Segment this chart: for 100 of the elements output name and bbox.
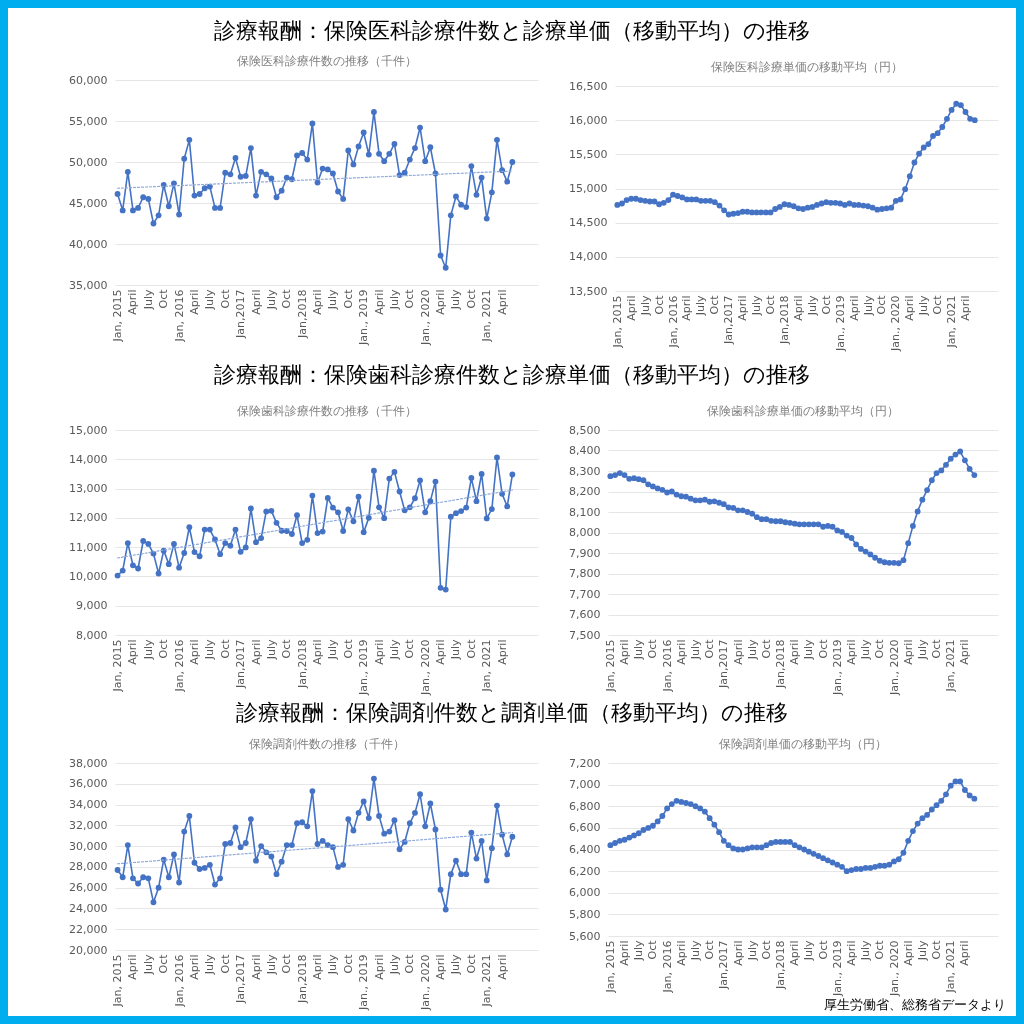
x-tick-label: July xyxy=(745,639,759,661)
x-tick-label: Oct xyxy=(157,638,171,659)
x-tick-label: April xyxy=(731,639,745,665)
x-tick-label: July xyxy=(745,940,759,962)
x-tick-label: Jan,2017 xyxy=(722,295,736,345)
y-tick-label: 32,000 xyxy=(69,818,108,832)
y-tick-label: 8,100 xyxy=(569,505,601,519)
x-tick-label: Jan,2017 xyxy=(234,954,248,1004)
x-tick-label: April xyxy=(434,289,448,315)
x-tick-label: April xyxy=(958,940,972,966)
x-tick-label: July xyxy=(449,954,463,976)
x-tick-label: July xyxy=(141,289,155,311)
x-tick-label: Jan, 2016 xyxy=(172,954,186,1008)
x-tick-label: Jan, 2015 xyxy=(111,639,125,693)
chart-title: 保険医科診療件数の推移（千件） xyxy=(236,54,417,68)
x-tick-label: Oct xyxy=(646,638,660,659)
x-tick-label: April xyxy=(618,639,632,665)
y-tick-label: 36,000 xyxy=(69,777,108,791)
x-tick-label: July xyxy=(632,940,646,962)
x-tick-label: April xyxy=(680,295,694,321)
x-tick-label: July xyxy=(802,639,816,661)
x-tick-label: July xyxy=(861,295,875,317)
text: 診療報酬：保険調剤件数と調剤単価（移動平均）の推移 xyxy=(235,699,789,727)
x-tick-label: Oct xyxy=(819,294,833,315)
x-tick-label: Jan, 2016 xyxy=(172,289,186,343)
x-tick-label: July xyxy=(326,289,340,311)
x-tick-label: July xyxy=(264,289,278,311)
x-tick-label: April xyxy=(187,639,201,665)
x-tick-label: Oct xyxy=(759,638,773,659)
x-tick-label: April xyxy=(495,639,509,665)
x-tick-label: July xyxy=(387,289,401,311)
x-tick-label: Oct xyxy=(341,953,355,974)
x-tick-label: April xyxy=(844,639,858,665)
x-tick-label: Jan., 2019 xyxy=(830,940,844,997)
y-tick-label: 16,000 xyxy=(569,113,608,127)
y-tick-label: 35,000 xyxy=(69,278,108,292)
x-tick-label: April xyxy=(249,954,263,980)
x-tick-label: April xyxy=(618,940,632,966)
x-tick-label: April xyxy=(788,940,802,966)
text: 診療報酬：保険医科診療件数と診療単価（移動平均）の推移 xyxy=(213,17,811,45)
x-tick-label: April xyxy=(249,289,263,315)
x-tick-label: Oct xyxy=(816,638,830,659)
x-tick-label: Oct xyxy=(873,638,887,659)
x-tick-label: Jan, 2021 xyxy=(944,940,958,994)
x-tick-label: Oct xyxy=(464,288,478,309)
y-tick-label: 6,400 xyxy=(569,843,601,856)
x-tick-label: April xyxy=(788,639,802,665)
y-tick-label: 28,000 xyxy=(69,860,108,874)
x-tick-label: Oct xyxy=(403,288,417,309)
y-tick-label: 40,000 xyxy=(69,237,108,251)
x-tick-label: July xyxy=(694,295,708,317)
y-tick-label: 50,000 xyxy=(69,155,108,169)
x-tick-label: July xyxy=(449,639,463,661)
x-tick-label: Jan,2018 xyxy=(295,289,309,339)
x-tick-label: July xyxy=(688,940,702,962)
x-tick-label: April xyxy=(187,954,201,980)
x-tick-label: April xyxy=(187,289,201,315)
y-tick-label: 13,000 xyxy=(69,482,108,496)
x-tick-label: Oct xyxy=(341,288,355,309)
x-tick-label: Oct xyxy=(157,953,171,974)
chart-title: 保険歯科診療単価の移動平均（円） xyxy=(707,404,899,418)
y-tick-label: 11,000 xyxy=(69,540,108,554)
x-tick-label: Oct xyxy=(280,288,294,309)
x-tick-label: Oct xyxy=(218,288,232,309)
x-tick-label: Jan, 2016 xyxy=(660,940,674,994)
x-tick-label: April xyxy=(844,940,858,966)
y-tick-label: 12,000 xyxy=(69,511,108,525)
y-tick-label: 60,000 xyxy=(69,73,108,87)
x-tick-label: April xyxy=(901,940,915,966)
y-tick-label: 14,500 xyxy=(569,216,608,230)
text: 診療報酬：保険歯科診療件数と診療単価（移動平均）の推移 xyxy=(213,361,811,389)
chart-title: 保険医科診療単価の移動平均（円） xyxy=(710,60,903,74)
y-tick-label: 5,800 xyxy=(569,907,601,921)
y-tick-label: 7,200 xyxy=(569,756,601,770)
x-tick-label: April xyxy=(674,639,688,665)
x-tick-label: July xyxy=(915,639,929,661)
x-tick-label: July xyxy=(264,954,278,976)
x-tick-label: Jan., 2019 xyxy=(830,639,844,696)
chart-title: 保険歯科診療件数の推移（千件） xyxy=(236,404,417,418)
x-tick-label: Oct xyxy=(764,294,778,315)
x-tick-label: July xyxy=(264,639,278,661)
x-tick-label: Oct xyxy=(931,294,945,315)
x-tick-label: Jan,2018 xyxy=(295,954,309,1004)
x-tick-label: July xyxy=(141,954,155,976)
y-tick-label: 8,000 xyxy=(76,628,108,642)
y-tick-label: 6,200 xyxy=(569,864,601,878)
text: 厚生労働省、総務省データより xyxy=(824,997,1006,1014)
x-tick-label: July xyxy=(449,289,463,311)
x-tick-label: April xyxy=(434,639,448,665)
x-tick-label: July xyxy=(802,940,816,962)
y-tick-label: 30,000 xyxy=(69,839,108,853)
x-tick-label: April xyxy=(249,639,263,665)
x-tick-label: Jan, 2016 xyxy=(666,295,680,349)
x-tick-label: Jan., 2020 xyxy=(887,940,901,997)
y-tick-label: 15,500 xyxy=(569,147,608,161)
x-tick-label: Jan,2018 xyxy=(774,639,788,689)
x-tick-label: Jan, 2021 xyxy=(480,289,494,343)
y-tick-label: 7,700 xyxy=(569,587,601,601)
x-tick-label: April xyxy=(311,289,325,315)
x-tick-label: April xyxy=(126,639,140,665)
